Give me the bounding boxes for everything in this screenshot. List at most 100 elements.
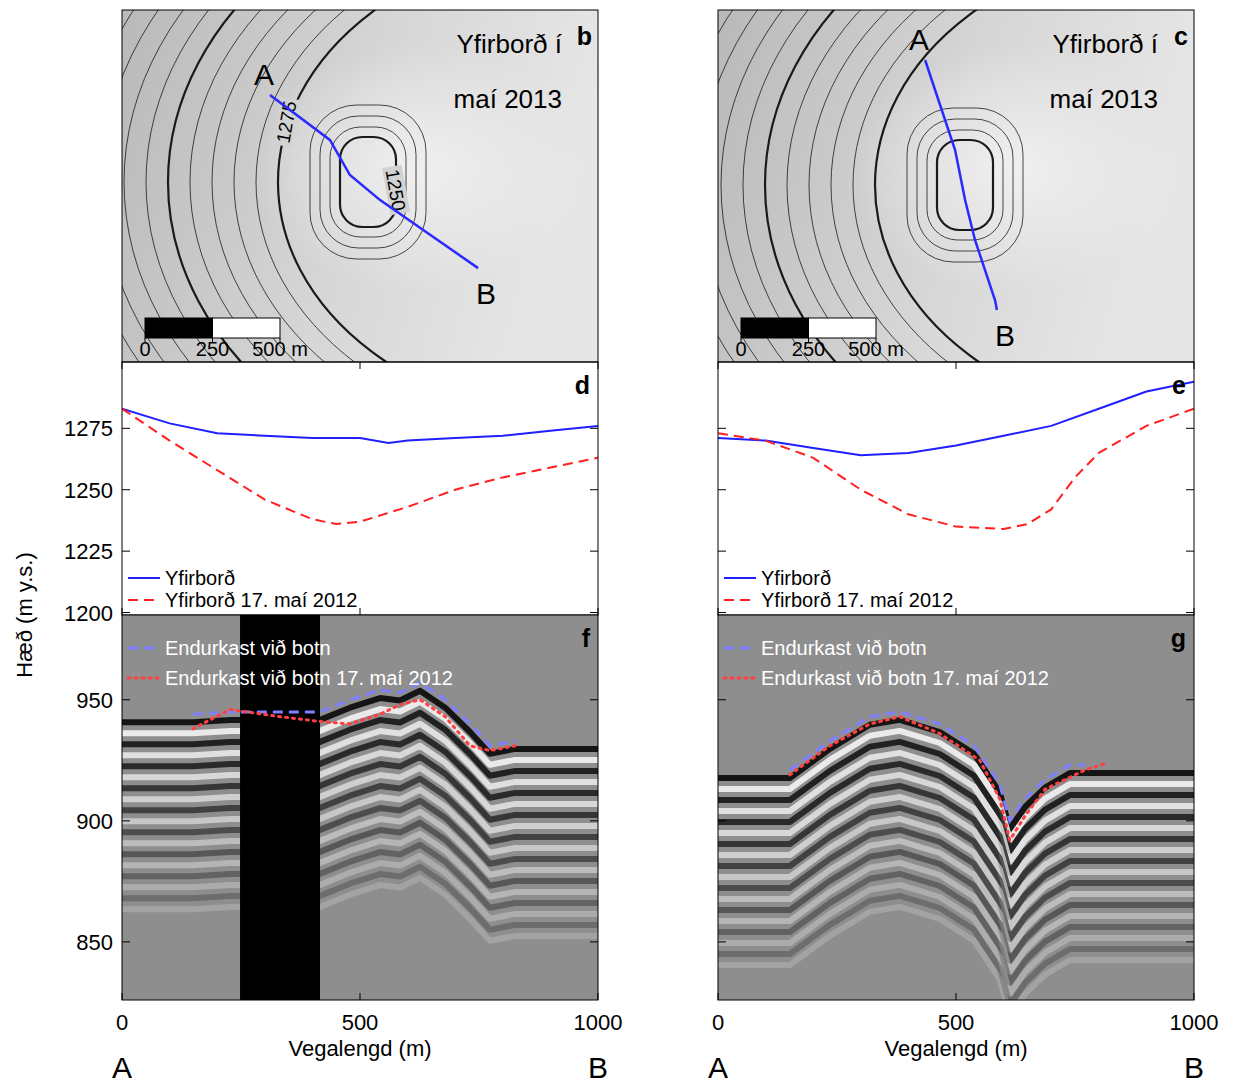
y-tick: [590, 612, 598, 613]
map-panel: ABYfirborð ímaí 2013c0250500 m: [677, 0, 1236, 574]
contour: [787, 10, 1194, 362]
panel-label: e: [1172, 371, 1186, 399]
y-tick-label: 1225: [64, 539, 113, 564]
map-title: Yfirborð ímaí 2013: [1050, 29, 1159, 114]
legend-swatch: [128, 599, 160, 601]
map-highlight: [122, 10, 598, 362]
x-tick: [360, 608, 361, 615]
map-background: [718, 10, 1194, 362]
y-axis-title: Hæð (m y.s.): [12, 552, 37, 677]
radar-background: [122, 615, 598, 1000]
contour: [743, 10, 1194, 362]
y-tick-label: 900: [76, 809, 113, 834]
start-label: A: [254, 58, 274, 91]
x-tick-label: 1000: [1170, 1010, 1219, 1035]
y-tick: [1186, 699, 1194, 700]
contour: [875, 10, 1194, 362]
series-line: [790, 717, 1108, 841]
series-line: [790, 712, 1085, 821]
series-line: [193, 700, 515, 751]
x-tick: [122, 993, 123, 1000]
y-tick: [122, 489, 130, 490]
profile-line: [270, 95, 478, 268]
map-frame: [122, 10, 598, 362]
axis-end-label: A: [112, 1051, 132, 1084]
legend-swatch: [724, 577, 756, 579]
x-tick: [360, 362, 361, 369]
contour: [278, 10, 598, 362]
y-tick: [718, 699, 726, 700]
x-tick: [718, 993, 719, 1000]
scale-bar-segment: [809, 318, 877, 338]
contour-ring: [937, 140, 993, 230]
x-tick: [1194, 993, 1195, 1000]
panel-label: d: [575, 371, 590, 399]
legend-label: Endurkast við botn: [761, 637, 927, 659]
y-tick: [122, 612, 130, 613]
contour: [234, 10, 598, 362]
axis-end-label: B: [588, 1051, 608, 1084]
y-tick: [718, 612, 726, 613]
y-tick: [1186, 428, 1194, 429]
x-tick: [122, 608, 123, 615]
legend-swatch: [724, 599, 756, 601]
x-tick: [1194, 362, 1195, 369]
y-tick: [718, 941, 726, 942]
scale-bar-segment: [213, 318, 281, 338]
contour: [718, 10, 1194, 362]
y-tick-label: 950: [76, 688, 113, 713]
y-tick-label: 1275: [64, 416, 113, 441]
contour: [718, 10, 1194, 362]
y-tick-label: 850: [76, 930, 113, 955]
radar-texture: [718, 896, 1194, 1000]
contour: [256, 10, 598, 362]
scale-label: 250: [792, 338, 825, 360]
contour: [853, 10, 1194, 362]
y-tick: [718, 551, 726, 552]
contour: [190, 10, 598, 362]
panel-label: c: [1174, 22, 1188, 50]
y-tick: [122, 551, 130, 552]
map-background: [122, 10, 598, 362]
x-tick-label: 0: [116, 1010, 128, 1035]
series-line: [193, 683, 515, 746]
series-line: [718, 409, 1194, 529]
y-tick: [1186, 612, 1194, 613]
plot-frame: [122, 615, 598, 1000]
x-axis-title: Vegalengd (m): [884, 1036, 1027, 1061]
x-tick-label: 500: [938, 1010, 975, 1035]
map-area: [718, 10, 1194, 362]
y-tick: [590, 551, 598, 552]
scale-label: 500 m: [848, 338, 904, 360]
contour: [212, 10, 598, 362]
contour-label-group: 1250: [381, 165, 410, 216]
series-line: [718, 382, 1194, 456]
start-label: A: [909, 23, 929, 56]
contour: [168, 10, 598, 362]
legend-label: Endurkast við botn: [165, 637, 331, 659]
y-tick-label: 1200: [64, 601, 113, 626]
legend-swatch: [128, 577, 160, 579]
y-tick: [590, 428, 598, 429]
x-tick: [598, 993, 599, 1000]
panel-label: f: [582, 624, 591, 652]
plot-frame: [718, 362, 1194, 615]
x-tick: [598, 362, 599, 369]
scale-label: 250: [196, 338, 229, 360]
map-area: [122, 10, 598, 362]
x-tick: [718, 608, 719, 615]
legend-label: Yfirborð: [165, 567, 235, 589]
x-tick-label: 500: [342, 1010, 379, 1035]
contour: [765, 10, 1194, 362]
x-tick-label: 0: [712, 1010, 724, 1035]
radar-background: [718, 615, 1194, 1000]
profile-line: [925, 60, 997, 310]
x-tick-label: 1000: [574, 1010, 623, 1035]
legend-label: Endurkast við botn 17. maí 2012: [761, 667, 1049, 689]
contour-label-patch: [382, 165, 410, 216]
series-line: [122, 409, 598, 443]
map-title-line: Yfirborð í: [457, 29, 563, 59]
y-tick: [122, 699, 130, 700]
contour: [122, 10, 598, 362]
x-tick: [122, 362, 123, 369]
